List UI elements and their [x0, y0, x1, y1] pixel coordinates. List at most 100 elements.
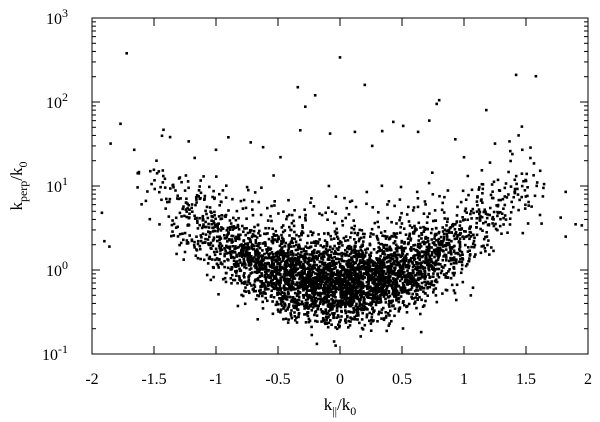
data-point — [358, 321, 361, 325]
data-point — [413, 300, 417, 303]
data-point — [458, 254, 462, 257]
data-point — [479, 199, 483, 202]
data-point — [359, 272, 362, 275]
data-point — [270, 289, 273, 293]
data-point — [429, 231, 433, 235]
data-point — [265, 269, 269, 273]
data-point — [215, 250, 219, 253]
data-point — [338, 265, 342, 268]
data-point — [420, 261, 423, 264]
data-point — [358, 293, 362, 297]
data-point — [437, 263, 441, 266]
data-point — [290, 316, 294, 320]
data-point — [402, 227, 406, 230]
data-point — [426, 227, 429, 231]
data-point — [340, 254, 344, 258]
data-point — [190, 206, 193, 210]
data-point — [203, 225, 207, 229]
data-point — [414, 267, 417, 271]
data-point — [304, 282, 307, 286]
data-point — [326, 325, 330, 329]
data-point — [181, 207, 184, 211]
data-point — [246, 248, 250, 251]
data-point — [372, 233, 375, 236]
data-point — [283, 293, 286, 296]
data-point — [260, 257, 264, 261]
data-point — [500, 212, 504, 215]
data-point — [209, 210, 212, 213]
data-point — [205, 205, 209, 209]
data-point — [226, 226, 230, 230]
data-point — [370, 277, 373, 281]
data-point — [415, 284, 419, 287]
data-point — [422, 230, 425, 233]
data-point — [278, 287, 281, 291]
data-point — [335, 306, 339, 309]
data-point — [183, 189, 187, 192]
data-point — [474, 253, 477, 256]
data-point — [204, 241, 207, 244]
data-point — [218, 192, 221, 196]
data-point — [379, 231, 383, 234]
data-point — [487, 239, 490, 242]
data-point — [504, 182, 508, 185]
data-point — [406, 278, 409, 282]
data-point — [394, 293, 398, 296]
data-point — [492, 224, 496, 228]
data-point — [321, 310, 324, 313]
data-point — [404, 233, 408, 236]
data-point — [288, 225, 291, 229]
data-point — [427, 252, 430, 256]
data-point — [330, 308, 334, 311]
data-point — [195, 235, 198, 238]
data-point — [468, 249, 471, 252]
data-point — [398, 198, 402, 201]
data-point — [292, 298, 295, 301]
data-point — [243, 265, 246, 269]
data-point — [316, 242, 319, 245]
data-point — [464, 243, 467, 247]
data-point — [401, 251, 404, 254]
data-point — [347, 326, 350, 329]
data-point — [281, 224, 285, 227]
data-point — [313, 255, 316, 259]
data-point — [336, 273, 339, 277]
data-point — [277, 310, 280, 313]
data-point — [412, 284, 416, 287]
data-point — [324, 308, 327, 311]
data-point — [313, 290, 317, 293]
data-point — [219, 249, 222, 252]
data-point — [358, 260, 362, 264]
data-point — [224, 196, 228, 199]
data-point — [255, 266, 258, 269]
data-point — [412, 297, 415, 300]
data-point — [428, 119, 431, 122]
data-point — [316, 286, 320, 290]
data-point — [231, 225, 235, 229]
data-point — [385, 260, 389, 264]
data-point — [406, 272, 410, 276]
data-point — [132, 148, 136, 152]
data-point — [365, 273, 369, 276]
data-point — [347, 277, 351, 281]
y-tick-label: 100 — [46, 258, 68, 280]
data-point — [433, 255, 436, 259]
data-point — [481, 229, 484, 232]
data-point — [436, 246, 439, 250]
data-point — [234, 218, 238, 222]
data-point — [202, 258, 206, 262]
data-point — [352, 300, 356, 303]
data-point — [379, 299, 382, 303]
data-point — [302, 256, 306, 259]
data-point — [461, 216, 464, 219]
data-point — [428, 285, 432, 289]
data-point — [348, 299, 351, 303]
data-point — [270, 294, 273, 297]
data-point — [418, 266, 422, 269]
data-point — [276, 279, 279, 282]
data-point — [256, 294, 259, 297]
data-point — [458, 242, 462, 246]
data-point — [354, 270, 357, 274]
data-point — [423, 261, 427, 265]
data-point — [342, 274, 345, 277]
